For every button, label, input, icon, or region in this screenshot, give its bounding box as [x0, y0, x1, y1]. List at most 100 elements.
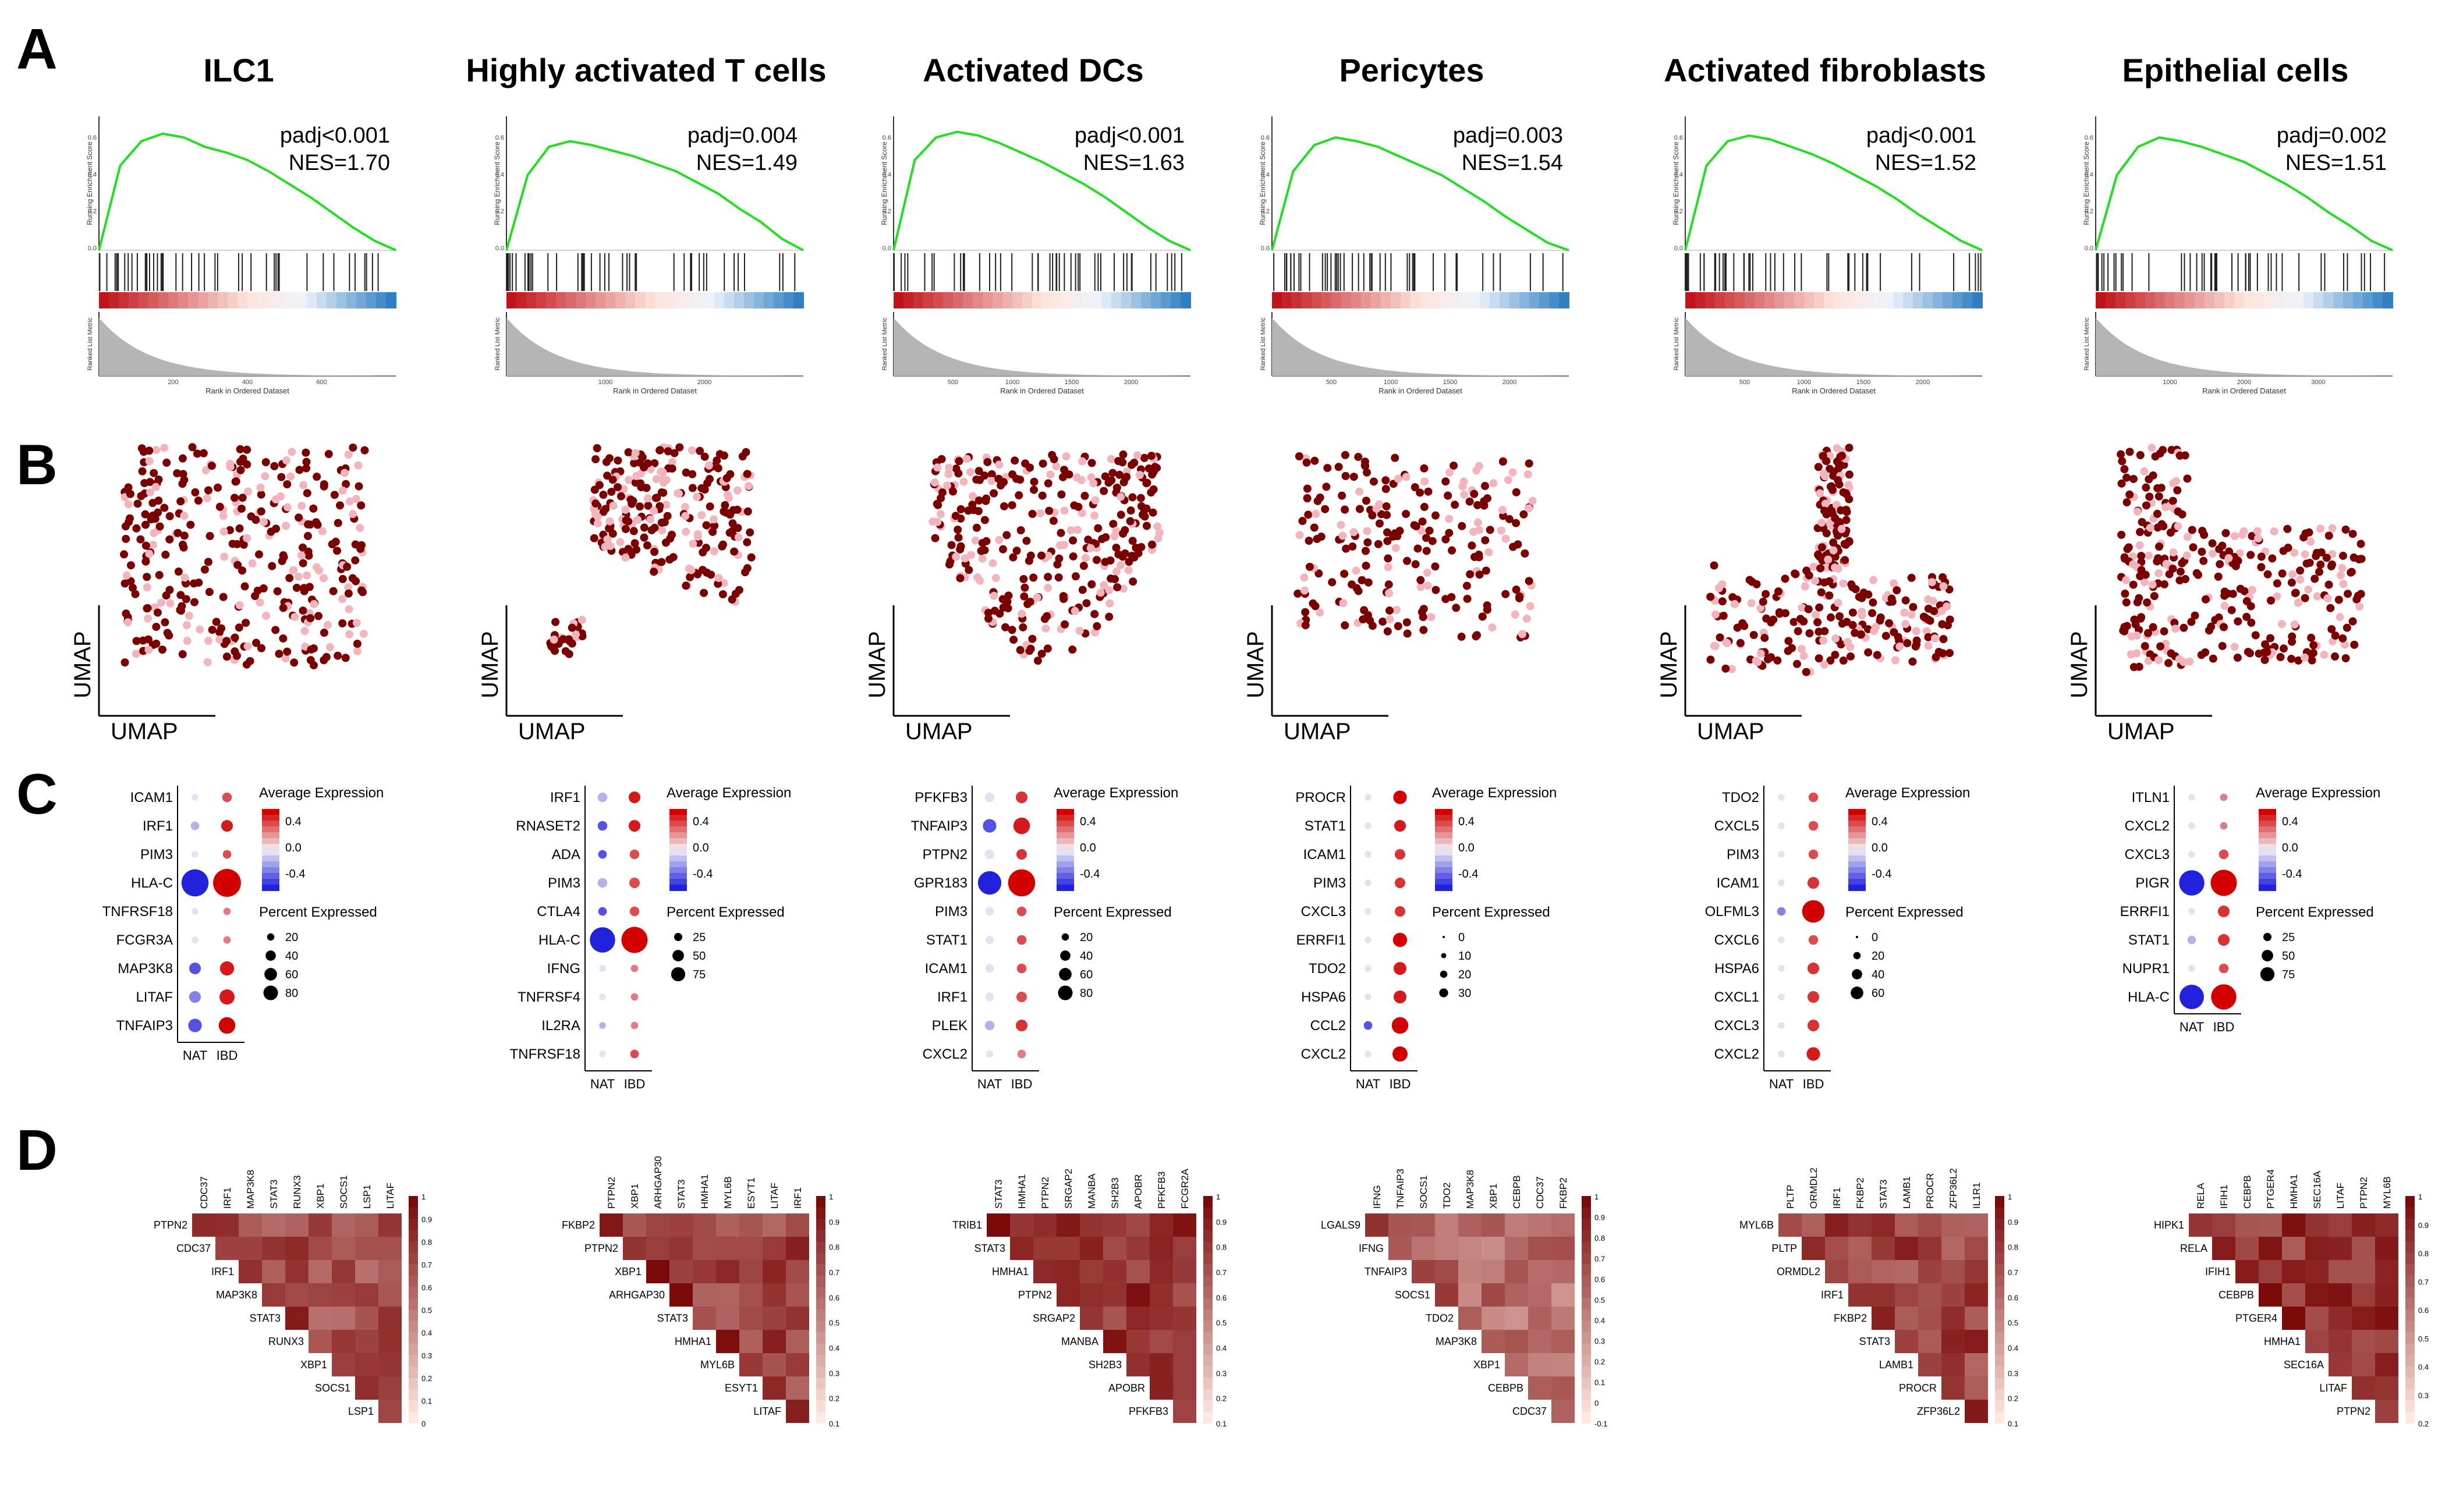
umap-cell-point [283, 503, 292, 512]
dot-ibd [1807, 962, 1820, 975]
umap-cell-point [591, 499, 600, 508]
dot-ibd [630, 1021, 639, 1030]
corr-cell [1482, 1237, 1505, 1260]
rank-gradient-cell [2284, 292, 2294, 308]
corr-cell [763, 1237, 786, 1260]
umap-x-label: UMAP [1284, 719, 1351, 744]
umap-cell-point [2341, 640, 2349, 649]
umap-cell-point [1295, 452, 1303, 460]
umap-cell-point [2216, 560, 2224, 569]
color-scale-cell [669, 885, 687, 891]
corr-scale-tick: 0.9 [2008, 1218, 2018, 1226]
umap-cell-point [700, 452, 709, 461]
corr-col-label: SOCS1 [338, 1175, 349, 1209]
umap-cell-point [2140, 642, 2149, 651]
corr-cell [1895, 1260, 1918, 1283]
umap-cell-point [2310, 574, 2319, 583]
color-scale-cell [1435, 885, 1452, 891]
size-legend-label: 60 [285, 968, 298, 981]
umap-cell-point [354, 461, 363, 470]
corr-scale-cell [1582, 1196, 1591, 1208]
umap-cell-point [1305, 537, 1313, 545]
corr-scale-cell [2405, 1207, 2415, 1219]
dot-gene-label: CTLA4 [537, 904, 580, 920]
umap-cell-point [303, 489, 311, 498]
umap-cell-point [609, 502, 618, 510]
dot-nat [599, 993, 606, 1000]
color-scale-cell [262, 885, 279, 891]
rank-gradient-cell [2205, 292, 2215, 308]
umap-cell-point [2174, 522, 2182, 531]
rank-gradient-cell [1282, 292, 1292, 308]
umap-cell-point [954, 533, 963, 542]
corr-cell [1872, 1307, 1895, 1330]
umap-cell-point [2122, 622, 2131, 630]
group-label-ibd: IBD [1011, 1077, 1033, 1091]
umap-cell-point [235, 524, 244, 533]
umap-cell-point [190, 598, 199, 606]
umap-cell-point [237, 505, 246, 513]
rank-gradient-cell [1331, 292, 1342, 308]
umap-cell-point [2125, 490, 2134, 499]
umap-cell-point [1313, 496, 1322, 505]
rank-x-tick: 1000 [1005, 379, 1019, 386]
umap-cell-point [355, 482, 363, 491]
umap-cell-point [1349, 528, 1358, 537]
color-scale-cell [1848, 867, 1866, 874]
color-scale-tick: 0.0 [2282, 842, 2298, 854]
corr-cell [215, 1213, 239, 1237]
corr-cell [1872, 1213, 1895, 1237]
corr-row-label: SRGAP2 [1033, 1312, 1075, 1324]
umap-cell-point [124, 500, 133, 509]
umap-cell-point [2209, 654, 2217, 663]
umap-cell-point [664, 447, 672, 456]
umap-cell-point [222, 652, 231, 661]
rank-gradient-cell [1854, 292, 1864, 308]
color-scale-cell [1435, 821, 1452, 827]
umap-cell-point [2154, 569, 2163, 578]
size-legend-label: 20 [1872, 950, 1884, 963]
umap-cell-point [2288, 637, 2297, 646]
umap-cell-point [662, 501, 671, 509]
umap-cell-point [1876, 616, 1884, 625]
corr-cell [1965, 1260, 1988, 1283]
umap-cell-point [721, 501, 729, 509]
umap-cell-point [595, 481, 604, 489]
umap-cell-point [1817, 518, 1826, 527]
rank-x-tick: 1500 [1065, 379, 1079, 386]
color-scale-cell [1435, 879, 1452, 885]
umap-cell-point [1321, 505, 1330, 513]
umap-cell-point [2191, 611, 2199, 620]
corr-cell [2352, 1376, 2375, 1400]
corr-cell [1482, 1283, 1505, 1307]
dot-gene-label: CXCL3 [1301, 904, 1346, 920]
corr-cell [669, 1213, 693, 1237]
umap-cell-point [1927, 578, 1936, 587]
color-scale-cell [1057, 815, 1074, 821]
corr-col-label: RUNX3 [292, 1175, 303, 1209]
corr-col-label: HMHA1 [1016, 1174, 1027, 1209]
corr-scale-cell [1203, 1230, 1213, 1242]
umap-cell-point [2173, 486, 2182, 495]
umap-cell-point [1008, 470, 1017, 479]
dot-nat [985, 935, 994, 945]
umap-cell-point [984, 609, 993, 617]
es-y-tick: 0.2 [2085, 208, 2093, 215]
dot-ibd [223, 907, 231, 915]
umap-cell-point [682, 581, 690, 590]
umap-cell-point [2257, 563, 2266, 572]
color-scale-cell [262, 838, 279, 844]
corr-col-label: ORMDL2 [1808, 1167, 1819, 1209]
umap-cell-point [165, 585, 174, 594]
umap-cell-point [1736, 638, 1745, 647]
dot-ibd [223, 936, 231, 944]
color-scale-cell [2259, 832, 2276, 839]
umap-cell-point [1784, 637, 1793, 645]
dot-ibd [1016, 991, 1027, 1003]
umap-cell-point [303, 571, 311, 580]
umap-cell-point [2118, 457, 2127, 466]
umap-cell-point [2170, 619, 2179, 627]
rank-gradient-cell [556, 292, 566, 308]
umap-cell-point [718, 590, 727, 599]
corr-cell [786, 1237, 809, 1260]
